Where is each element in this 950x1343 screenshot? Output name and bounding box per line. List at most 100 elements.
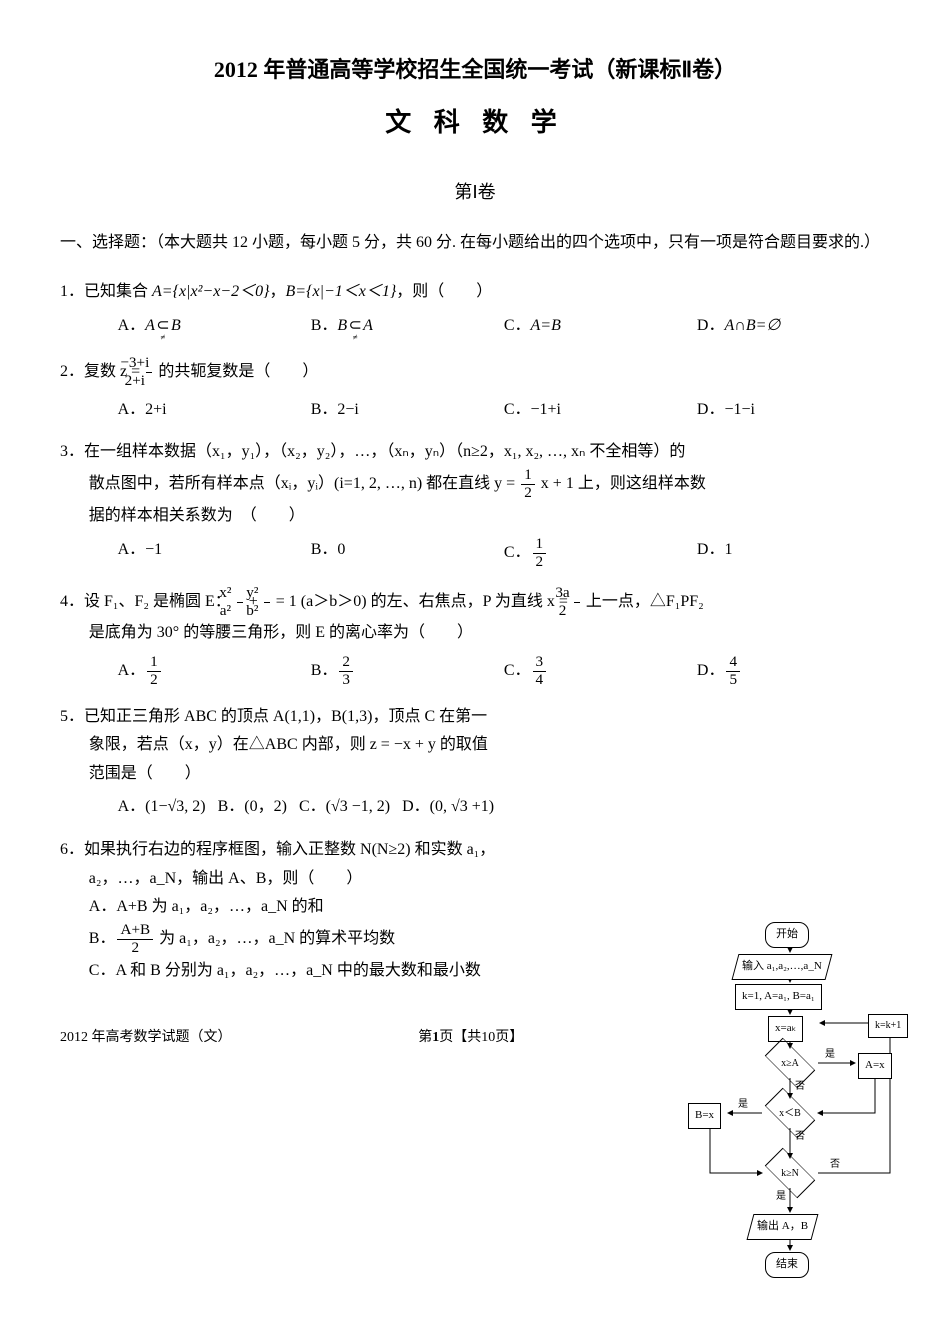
q5-optA: A．(1−√3, 2) bbox=[118, 798, 206, 815]
q4-optC-n: 3 bbox=[533, 654, 547, 672]
q1-optA-right: B bbox=[171, 317, 181, 334]
footer-c-c: 页【共10页】 bbox=[439, 1030, 523, 1045]
q4-optA-d: 2 bbox=[147, 672, 161, 689]
q3-l1: 在一组样本数据（x₁，y₁），（x₂，y₂），…，（xₙ，yₙ）（n≥2，x₁,… bbox=[84, 443, 685, 460]
q2-optA: A．2+i bbox=[118, 396, 311, 425]
q5-l2: 象限，若点（x，y）在△ABC 内部，则 z = −x + y 的取值 bbox=[89, 731, 660, 760]
q6-optA: A．A+B 为 a₁，a₂，…，a_N 的和 bbox=[89, 893, 660, 922]
q4-optD: D．45 bbox=[697, 654, 890, 688]
flow-cond2: x＜B bbox=[765, 1098, 815, 1128]
q1-optB-right: A bbox=[363, 317, 373, 334]
q3-frac-n: 1 bbox=[521, 467, 535, 485]
q3-optC-frac: 12 bbox=[533, 536, 547, 570]
q4-optC-l: C． bbox=[504, 662, 531, 679]
q2-frac-den: 2+i bbox=[146, 373, 152, 390]
flow-inc: k=k+1 bbox=[868, 1014, 908, 1038]
flow-input: 输入 a₁,a₂,…,a_N bbox=[732, 954, 833, 980]
flow-yes2: 是 bbox=[738, 1096, 748, 1114]
q6-optC: C．A 和 B 分别为 a₁，a₂，…，a_N 中的最大数和最小数 bbox=[89, 957, 660, 986]
q2-options: A．2+i B．2−i C．−1+i D．−1−i bbox=[89, 396, 890, 425]
q6-optB-d: 2 bbox=[117, 940, 153, 957]
flow-cond2-text: x＜B bbox=[779, 1108, 801, 1119]
q5-optD: D．(0, √3 +1) bbox=[402, 798, 494, 815]
q2-optC: C．−1+i bbox=[504, 396, 697, 425]
q4-frac1: x²a² bbox=[237, 585, 243, 619]
q6-num: 6． bbox=[60, 841, 84, 858]
subsetneq-icon: ⊂ bbox=[347, 312, 363, 341]
q2-stem-post: 的共轭复数是（ ） bbox=[158, 363, 318, 380]
flow-cond1-text: x≥A bbox=[781, 1058, 799, 1069]
q3-optA: A．−1 bbox=[118, 536, 311, 570]
q3-optD: D．1 bbox=[697, 536, 890, 570]
q4-optB-l: B． bbox=[311, 662, 338, 679]
q1-optA-label: A． bbox=[118, 317, 146, 334]
q4-l1a: 设 F₁、F₂ 是椭圆 E： bbox=[84, 593, 231, 610]
q4-frac3: 3a2 bbox=[574, 585, 580, 619]
flow-setB: B=x bbox=[688, 1103, 721, 1129]
q2-fraction: −3+i2+i bbox=[146, 355, 152, 389]
q4-optA-f: 12 bbox=[147, 654, 161, 688]
footer-center: 第1页【共10页】 bbox=[232, 1025, 711, 1050]
q4-optA: A．12 bbox=[118, 654, 311, 688]
q4-optC-f: 34 bbox=[533, 654, 547, 688]
part1-text: （本大题共 12 小题，每小题 5 分，共 60 分. 在每小题给出的四个选项中… bbox=[156, 234, 880, 251]
q1-optB: B．B⊂A bbox=[311, 312, 504, 341]
q4-optD-l: D． bbox=[697, 662, 725, 679]
q6-l2: a₂，…，a_N，输出 A、B，则（ ） bbox=[89, 865, 660, 894]
q1-options: A．A⊂B B．B⊂A C．A=B D．A∩B=∅ bbox=[89, 312, 890, 341]
q4-x2: x² bbox=[237, 585, 243, 603]
q5-l3: 范围是（ ） bbox=[89, 760, 660, 789]
q3-y: y = bbox=[494, 475, 515, 492]
q4-l2: 是底角为 30° 的等腰三角形，则 E 的离心率为（ ） bbox=[89, 619, 890, 648]
q3-optC-d: 2 bbox=[533, 554, 547, 571]
q6-optB-frac: A+B2 bbox=[117, 922, 153, 956]
q3-num: 3． bbox=[60, 443, 84, 460]
question-5: 5．已知正三角形 ABC 的顶点 A(1,1)，B(1,3)，顶点 C 在第一 … bbox=[60, 703, 890, 822]
q4-optC-d: 4 bbox=[533, 672, 547, 689]
q4-optB-n: 2 bbox=[339, 654, 353, 672]
q6-l1: 如果执行右边的程序框图，输入正整数 N(N≥2) 和实数 a₁， bbox=[84, 841, 495, 858]
flowchart: 开始 输入 a₁,a₂,…,a_N k=1, A=a₁, B=a₁ x=aₖ x… bbox=[680, 920, 910, 1300]
question-3: 3．在一组样本数据（x₁，y₁），（x₂，y₂），…，（xₙ，yₙ）（n≥2，x… bbox=[60, 438, 890, 570]
q1-setA: A={x|x²−x−2＜0} bbox=[152, 283, 269, 300]
q2-optD: D．−1−i bbox=[697, 396, 890, 425]
q1-optD: D．A∩B=∅ bbox=[697, 312, 890, 341]
q3-fraction: 12 bbox=[521, 467, 535, 501]
q1-setB: B={x|−1＜x＜1} bbox=[286, 283, 397, 300]
q1-optD-label: D． bbox=[697, 317, 725, 334]
q4-l1b: = 1 (a＞b＞0) 的左、右焦点，P 为直线 bbox=[276, 593, 547, 610]
q4-optD-f: 45 bbox=[726, 654, 740, 688]
flow-init: k=1, A=a₁, B=a₁ bbox=[735, 984, 822, 1010]
q4-optB-d: 3 bbox=[339, 672, 353, 689]
q5-l1: 已知正三角形 ABC 的顶点 A(1,1)，B(1,3)，顶点 C 在第一 bbox=[84, 708, 487, 725]
q6-optB-r: 为 a₁，a₂，…，a_N 的算术平均数 bbox=[155, 930, 395, 947]
q5-options: A．(1−√3, 2) B．(0，2) C．(√3 −1, 2) D．(0, √… bbox=[89, 793, 660, 822]
flow-start: 开始 bbox=[765, 922, 809, 948]
q1-stem-pre: 已知集合 bbox=[84, 283, 152, 300]
flow-assign-x: x=aₖ bbox=[768, 1016, 803, 1042]
flow-output-text: 输出 A，B bbox=[757, 1217, 808, 1237]
q4-y2: y² bbox=[264, 585, 270, 603]
q1-optC-text: A=B bbox=[531, 317, 561, 334]
q5-optC: C．(√3 −1, 2) bbox=[299, 798, 390, 815]
q5-optB: B．(0，2) bbox=[218, 798, 287, 815]
section-header: 第Ⅰ卷 bbox=[60, 176, 890, 208]
q1-optA: A．A⊂B bbox=[118, 312, 311, 341]
q4-fr-n: 3a bbox=[574, 585, 580, 603]
q2-frac-num: −3+i bbox=[146, 355, 152, 373]
q4-optD-d: 5 bbox=[726, 672, 740, 689]
subsetneq-icon: ⊂ bbox=[155, 312, 171, 341]
flow-cond1: x≥A bbox=[765, 1048, 815, 1078]
q1-optA-left: A bbox=[145, 317, 155, 334]
q1-sep: ， bbox=[270, 283, 286, 300]
q6-optB-n: A+B bbox=[117, 922, 153, 940]
flow-no3: 否 bbox=[830, 1156, 840, 1174]
q1-stem-post: ，则（ ） bbox=[396, 283, 492, 300]
q4-a2: a² bbox=[237, 603, 243, 620]
flow-end: 结束 bbox=[765, 1252, 809, 1278]
question-2: 2．复数 z = −3+i2+i 的共轭复数是（ ） A．2+i B．2−i C… bbox=[60, 355, 890, 424]
q3-l2b: x + 1 上，则这组样本数 bbox=[541, 475, 706, 492]
question-4: 4．设 F₁、F₂ 是椭圆 E： x²a² + y²b² = 1 (a＞b＞0)… bbox=[60, 585, 890, 689]
part1-instruction: 一、选择题：（本大题共 12 小题，每小题 5 分，共 60 分. 在每小题给出… bbox=[60, 229, 890, 258]
q6-optB: B．A+B2 为 a₁，a₂，…，a_N 的算术平均数 bbox=[89, 922, 660, 956]
